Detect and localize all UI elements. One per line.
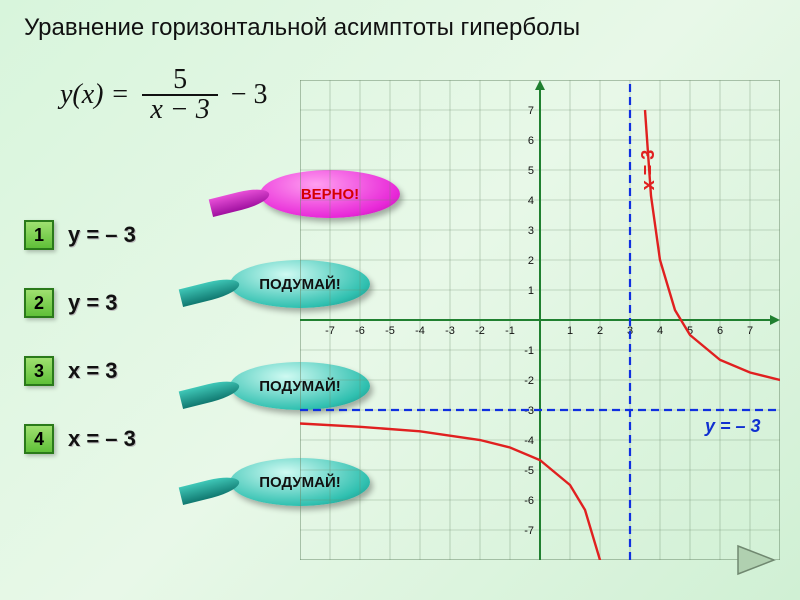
- svg-text:-1: -1: [524, 345, 534, 357]
- answer-option-2[interactable]: 2 y = 3: [24, 288, 136, 318]
- svg-text:y = – 3: y = – 3: [704, 416, 761, 436]
- svg-text:-7: -7: [325, 325, 335, 337]
- next-arrow-icon[interactable]: [732, 540, 780, 580]
- svg-text:7: 7: [747, 325, 753, 337]
- svg-text:4: 4: [528, 195, 534, 207]
- svg-text:6: 6: [717, 325, 723, 337]
- answer-number: 4: [24, 424, 54, 454]
- bubble-tail-icon: [179, 275, 242, 307]
- answer-number: 3: [24, 356, 54, 386]
- svg-text:-1: -1: [505, 325, 515, 337]
- svg-text:2: 2: [528, 255, 534, 267]
- svg-text:-6: -6: [524, 495, 534, 507]
- answer-number: 2: [24, 288, 54, 318]
- equation: y(x) = 5 x − 3 − 3: [60, 66, 268, 124]
- svg-text:-2: -2: [475, 325, 485, 337]
- svg-text:4: 4: [657, 325, 663, 337]
- answer-text: x = – 3: [68, 426, 136, 452]
- hyperbola-chart: -7-7-6-6-5-5-4-4-3-3-2-2-1-1112233445566…: [300, 80, 780, 560]
- svg-text:-2: -2: [524, 375, 534, 387]
- svg-text:2: 2: [597, 325, 603, 337]
- svg-text:6: 6: [528, 135, 534, 147]
- bubble-tail-icon: [179, 377, 242, 409]
- chart-panel: -7-7-6-6-5-5-4-4-3-3-2-2-1-1112233445566…: [300, 80, 780, 560]
- answer-text: y = 3: [68, 290, 118, 316]
- answer-option-1[interactable]: 1 y = – 3: [24, 220, 136, 250]
- svg-text:1: 1: [567, 325, 573, 337]
- answer-text: y = – 3: [68, 222, 136, 248]
- answer-number: 1: [24, 220, 54, 250]
- svg-text:-5: -5: [524, 465, 534, 477]
- answer-option-4[interactable]: 4 x = – 3: [24, 424, 136, 454]
- svg-text:1: 1: [528, 285, 534, 297]
- svg-text:-4: -4: [415, 325, 425, 337]
- answer-text: x = 3: [68, 358, 118, 384]
- svg-text:3: 3: [528, 225, 534, 237]
- answer-option-3[interactable]: 3 x = 3: [24, 356, 136, 386]
- svg-text:-5: -5: [385, 325, 395, 337]
- svg-text:7: 7: [528, 105, 534, 117]
- svg-text:-7: -7: [524, 525, 534, 537]
- svg-text:-4: -4: [524, 435, 534, 447]
- svg-text:-3: -3: [445, 325, 455, 337]
- svg-text:-6: -6: [355, 325, 365, 337]
- svg-text:5: 5: [528, 165, 534, 177]
- bubble-tail-icon: [209, 185, 272, 217]
- answer-list: 1 y = – 3 2 y = 3 3 x = 3 4 x = – 3: [24, 220, 136, 492]
- equation-rhs: − 3: [231, 79, 268, 110]
- equation-lhs: y(x) =: [60, 79, 129, 110]
- bubble-tail-icon: [179, 473, 242, 505]
- equation-fraction: 5 x − 3: [142, 66, 217, 124]
- page-title: Уравнение горизонтальной асимптоты гипер…: [24, 14, 580, 42]
